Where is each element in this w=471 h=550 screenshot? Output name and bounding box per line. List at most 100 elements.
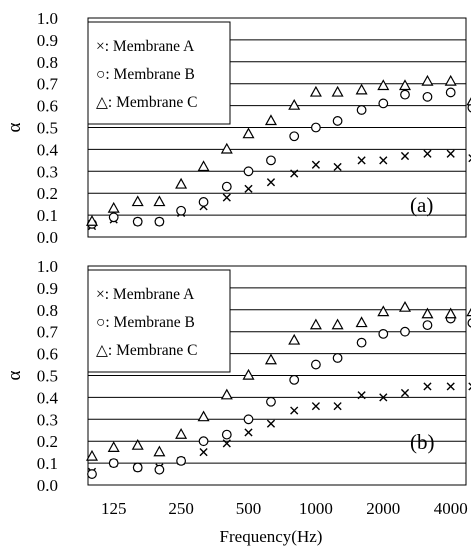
y-tick-label: 0.2 xyxy=(37,184,58,203)
y-tick-label: 0.1 xyxy=(37,454,58,473)
data-point xyxy=(131,195,144,207)
data-point xyxy=(355,316,368,328)
data-point xyxy=(131,438,144,450)
data-point xyxy=(132,462,143,473)
data-point xyxy=(444,74,457,86)
data-point xyxy=(222,439,231,448)
y-tick-label: 0.1 xyxy=(37,206,58,225)
data-point xyxy=(309,85,322,97)
chart-panel-a: 0.0 0.1 0.2 0.3 0.4 0.5 0.6 0.7 0.8 0.9 1.0 α (a) ×: … xyxy=(4,9,471,247)
data-point xyxy=(310,359,321,370)
data-point xyxy=(85,215,99,226)
data-point xyxy=(154,464,165,475)
data-point xyxy=(197,160,210,172)
data-point xyxy=(107,201,120,213)
x-tick-label: 1000 xyxy=(299,499,333,518)
y-axis-label: α xyxy=(4,122,25,132)
y-tick-label: 0.3 xyxy=(37,410,58,429)
y-tick-label: 0.0 xyxy=(37,476,58,495)
data-point xyxy=(288,98,301,110)
data-point xyxy=(356,337,367,348)
y-tick-label: 0.5 xyxy=(37,119,58,138)
x-tick-label: 500 xyxy=(236,499,262,518)
data-point xyxy=(107,441,120,452)
data-point xyxy=(355,83,368,95)
y-tick-label: 0.5 xyxy=(37,367,58,386)
series-triangle xyxy=(85,74,471,226)
data-point xyxy=(467,318,471,328)
data-point xyxy=(108,458,119,469)
y-tick-label: 0.7 xyxy=(37,323,59,342)
data-point xyxy=(421,307,434,319)
data-point xyxy=(400,89,410,100)
data-point xyxy=(311,402,320,411)
data-point xyxy=(468,382,471,391)
y-tick-label: 0.8 xyxy=(37,301,58,320)
data-point xyxy=(242,368,255,380)
data-point xyxy=(222,193,231,202)
data-point xyxy=(176,205,186,216)
y-tick-label: 0.9 xyxy=(37,279,58,298)
y-tick-label: 0.2 xyxy=(37,432,58,451)
data-point xyxy=(266,178,276,187)
data-point xyxy=(175,177,188,189)
data-point xyxy=(332,353,343,363)
data-point xyxy=(264,353,277,365)
data-point xyxy=(266,396,276,407)
data-point xyxy=(153,195,166,207)
data-point xyxy=(466,307,471,317)
data-point xyxy=(220,388,233,400)
x-axis-label: Frequency(Hz) xyxy=(220,527,323,546)
data-point xyxy=(331,318,344,330)
y-tick-label: 0.7 xyxy=(37,75,59,94)
data-point xyxy=(378,328,389,339)
data-point xyxy=(132,216,143,227)
data-point xyxy=(176,456,186,466)
data-point xyxy=(289,131,300,142)
data-point xyxy=(311,160,320,169)
data-point xyxy=(289,374,300,385)
data-point xyxy=(310,122,321,133)
data-point xyxy=(198,436,209,447)
legend-box xyxy=(87,269,231,373)
data-point xyxy=(266,419,276,428)
y-tick-label: 0.4 xyxy=(37,388,59,407)
data-point xyxy=(377,79,390,91)
data-point xyxy=(445,87,456,98)
data-point xyxy=(377,305,390,317)
legend-entry: ×: Membrane A xyxy=(96,286,195,303)
chart-panel-b: 0.0 0.1 0.2 0.3 0.4 0.5 0.6 0.7 0.8 0.9 1.0 α (b) ×: … xyxy=(4,257,471,546)
legend-entry: ○: Membrane B xyxy=(96,66,195,83)
data-point xyxy=(356,105,367,115)
data-point xyxy=(108,212,119,223)
data-point xyxy=(446,382,455,391)
data-point xyxy=(243,166,254,177)
data-point xyxy=(331,85,344,97)
data-point xyxy=(398,79,412,91)
data-point xyxy=(244,428,253,437)
data-point xyxy=(423,149,432,158)
data-point xyxy=(468,154,471,163)
legend-entry: ×: Membrane A xyxy=(96,38,195,55)
data-point xyxy=(309,318,322,330)
y-tick-label: 0.6 xyxy=(37,97,58,116)
data-point xyxy=(467,103,471,113)
x-tick-label: 2000 xyxy=(366,499,400,518)
data-point xyxy=(199,448,208,457)
y-tick-label: 0.3 xyxy=(37,162,58,181)
data-point xyxy=(379,156,388,165)
data-point xyxy=(333,162,342,172)
y-tick-label: 1.0 xyxy=(37,257,58,276)
data-point xyxy=(423,382,432,391)
y-tick-label: 0.8 xyxy=(37,53,58,72)
data-point xyxy=(333,402,342,411)
data-point xyxy=(221,181,232,192)
data-point xyxy=(290,169,299,178)
y-tick-label: 0.0 xyxy=(37,228,58,247)
data-point xyxy=(378,98,389,109)
data-point xyxy=(266,155,276,166)
data-point xyxy=(264,114,277,126)
y-axis-label: α xyxy=(4,370,25,380)
data-point xyxy=(290,406,299,415)
